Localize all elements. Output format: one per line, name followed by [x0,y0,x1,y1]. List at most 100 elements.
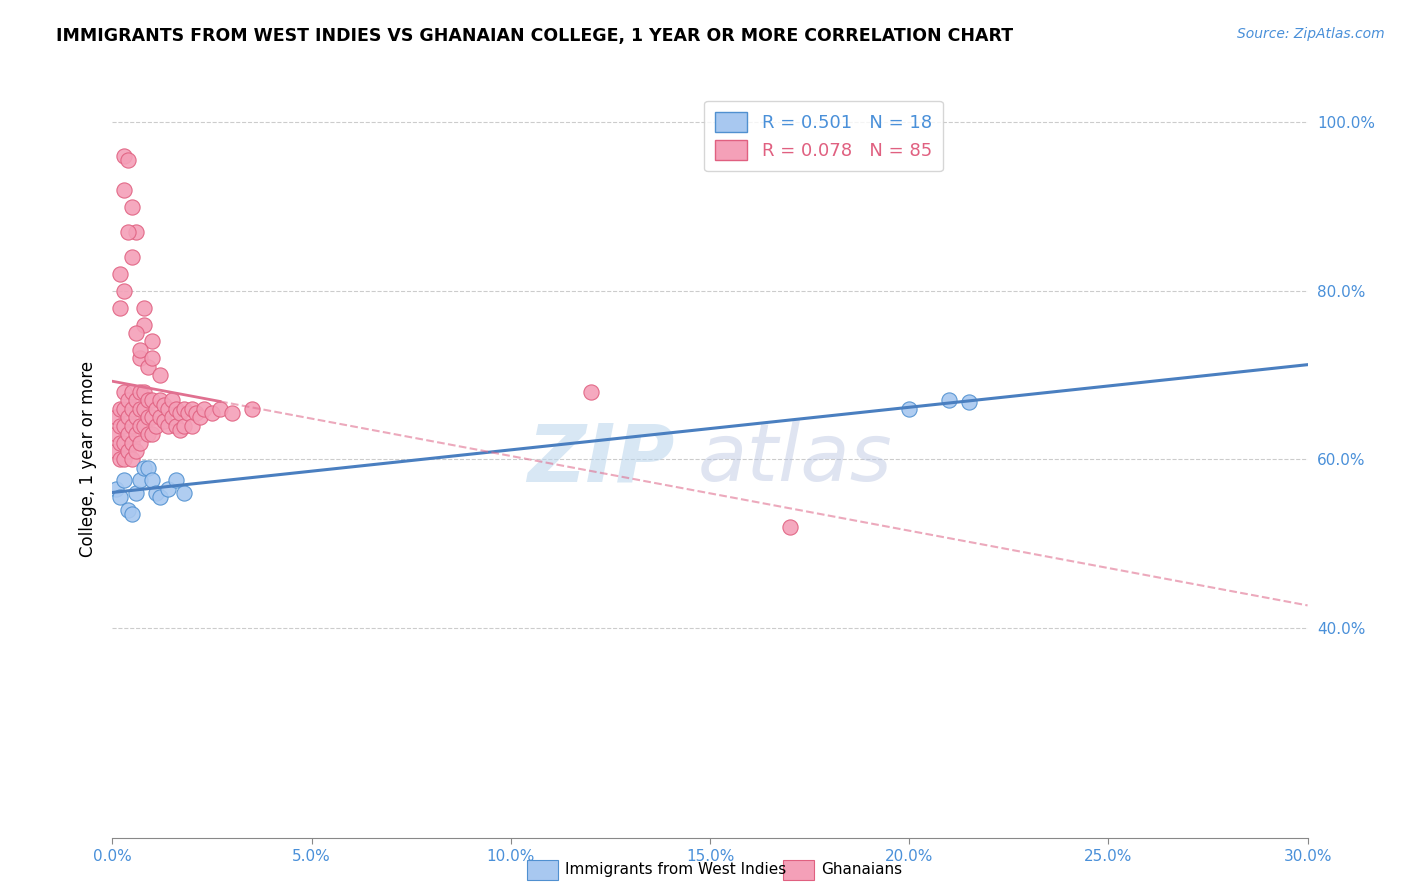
Point [114,474,135,488]
Point [125,326,148,340]
Point [134,318,156,332]
Point [149,410,172,425]
Point [129,384,152,399]
Point [134,418,156,433]
Point [110,490,132,504]
Point [114,384,135,399]
Point [138,359,160,374]
Point [579,384,602,399]
Point [957,395,980,409]
Point [157,401,180,416]
Point [181,418,204,433]
Point [162,410,183,425]
Point [110,452,132,467]
Point [145,486,167,500]
Text: Source: ZipAtlas.com: Source: ZipAtlas.com [1237,27,1385,41]
Point [240,401,263,416]
Point [177,406,200,420]
Point [110,267,132,281]
Point [110,435,132,450]
Point [149,490,172,504]
Point [149,393,172,408]
Point [117,225,139,239]
Point [181,401,204,416]
Point [121,384,143,399]
Point [110,301,132,315]
Point [114,183,135,197]
Point [117,427,139,442]
Point [134,460,156,475]
Point [110,401,132,416]
Point [129,351,152,366]
Point [117,410,139,425]
Point [121,401,143,416]
Legend: R = 0.501   N = 18, R = 0.078   N = 85: R = 0.501 N = 18, R = 0.078 N = 85 [704,101,943,171]
Point [121,200,143,214]
Point [114,452,135,467]
Point [157,418,180,433]
Point [138,427,160,442]
Point [173,418,195,433]
Point [117,153,139,168]
Point [149,368,172,383]
Point [221,406,243,420]
Point [125,486,148,500]
Point [169,406,191,420]
Point [121,507,143,521]
Point [138,460,160,475]
Point [105,482,128,496]
Point [898,401,921,416]
Point [125,393,148,408]
Point [114,401,135,416]
Point [105,427,128,442]
Point [129,418,152,433]
Point [114,435,135,450]
Point [121,435,143,450]
Point [165,474,187,488]
Point [129,474,152,488]
Point [141,427,163,442]
Point [186,406,208,420]
Point [121,452,143,467]
Point [779,520,801,534]
Point [114,418,135,433]
Point [209,401,232,416]
Point [169,423,191,437]
Point [117,503,139,517]
Point [145,418,167,433]
Point [165,418,187,433]
Point [201,406,224,420]
Point [125,225,148,239]
Point [125,444,148,458]
Point [188,410,211,425]
Text: Immigrants from West Indies: Immigrants from West Indies [565,863,786,877]
Point [117,444,139,458]
Point [105,444,128,458]
Point [121,418,143,433]
Text: atlas: atlas [699,420,893,499]
Point [162,393,183,408]
Point [125,410,148,425]
Point [173,486,195,500]
Point [105,410,128,425]
Point [121,250,143,264]
Point [145,401,167,416]
Point [938,393,960,408]
Point [134,384,156,399]
Point [141,334,163,349]
Point [165,401,187,416]
Point [129,343,152,357]
Point [114,284,135,298]
Point [173,401,195,416]
Point [134,301,156,315]
Point [141,410,163,425]
Point [110,418,132,433]
Point [129,435,152,450]
Text: Ghanaians: Ghanaians [821,863,903,877]
Y-axis label: College, 1 year or more: College, 1 year or more [79,361,97,558]
Point [153,398,176,412]
Point [141,393,163,408]
Point [138,393,160,408]
Point [125,427,148,442]
Point [153,414,176,428]
